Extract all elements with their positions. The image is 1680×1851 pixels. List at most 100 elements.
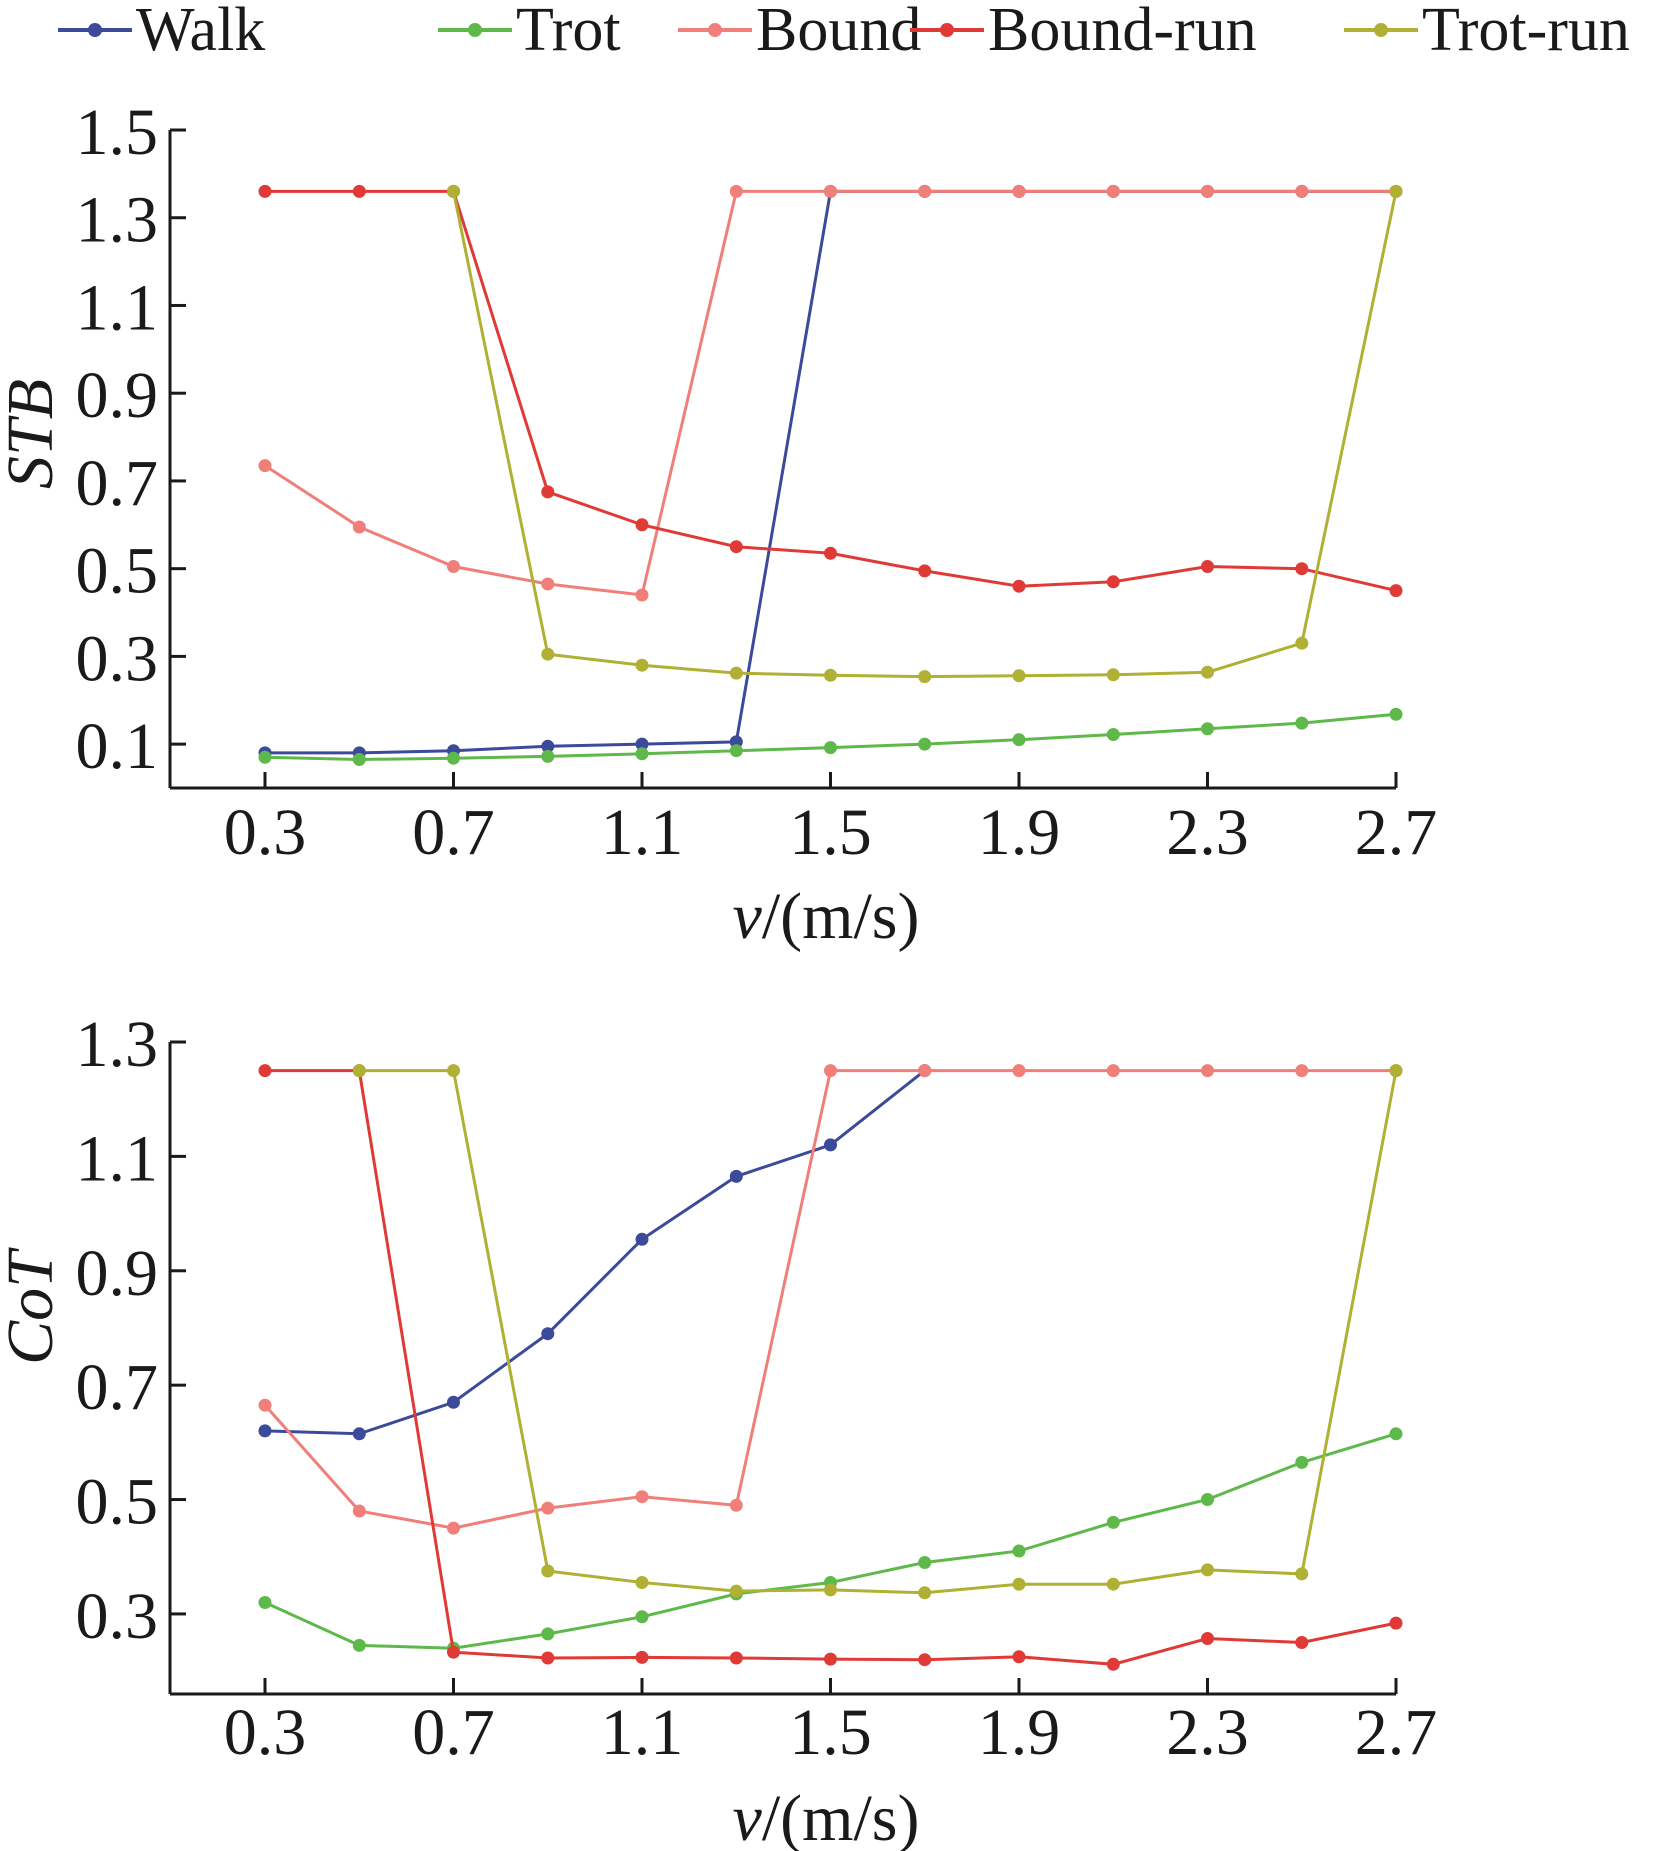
cot-point-trot (918, 1556, 932, 1569)
cot-point-bound-run (729, 1651, 743, 1665)
stb-point-trot (918, 737, 932, 751)
legend-label: Bound (756, 0, 921, 64)
cot-series-bound-run (258, 1064, 1403, 1671)
legend-swatch-marker (88, 23, 102, 37)
stb-point-trot (635, 747, 649, 761)
stb-point-trot (824, 741, 837, 755)
cot-point-trot (258, 1596, 272, 1609)
stb-point-bound-run (1106, 575, 1120, 589)
cot-x-tick-label: 1.1 (601, 1696, 684, 1769)
cot-point-bound-run (918, 1653, 932, 1667)
cot-y-axis-title: CoT (0, 1247, 67, 1365)
cot-point-bound-run (635, 1650, 649, 1664)
stb-x-tick-label: 0.3 (224, 796, 307, 869)
cot-axes: 0.3 0.5 0.7 0.9 1.1 1.3 0.3 0.7 1.1 1.5 1.9 2.3 2.7 (76, 1008, 1438, 1769)
stb-point-bound-run (258, 184, 272, 198)
stb-line-walk (265, 189, 1396, 755)
stb-panel: 0.1 0.3 0.5 0.7 0.9 1.1 1.3 1.5 0.3 0.7 1.1 1.5 1.9 2… (0, 96, 1437, 953)
cot-point-trot (1201, 1493, 1214, 1506)
cot-x-tick-label: 0.7 (412, 1696, 495, 1769)
stb-y-tick-label: 1.5 (76, 96, 159, 169)
stb-point-trot-run (541, 647, 555, 661)
legend-item-trot: Trot (438, 0, 621, 64)
stb-point-trot-run (447, 184, 460, 198)
stb-point-trot (1389, 707, 1403, 721)
cot-point-trot-run (541, 1564, 555, 1578)
stb-point-bound (352, 520, 366, 534)
cot-point-trot (1012, 1544, 1026, 1558)
stb-point-trot-run (1106, 668, 1120, 682)
cot-point-bound (541, 1501, 555, 1515)
cot-y-tick-label: 0.7 (76, 1351, 159, 1424)
stb-y-tick-label: 1.1 (76, 271, 159, 344)
stb-point-trot (258, 750, 272, 764)
cot-point-trot (541, 1627, 555, 1641)
cot-point-trot-run (729, 1584, 743, 1598)
stb-point-bound-run (541, 485, 555, 499)
stb-line-bound-run (265, 189, 1397, 593)
legend-item-bound: Bound (678, 0, 921, 64)
cot-point-bound-run (1106, 1657, 1120, 1671)
stb-series-bound (258, 184, 1403, 602)
legend-swatch-marker (1374, 23, 1388, 37)
legend-label: Bound-run (988, 0, 1257, 64)
cot-series-bound (258, 1064, 1403, 1535)
cot-point-walk (258, 1424, 272, 1438)
cot-y-tick-label: 1.1 (76, 1122, 159, 1195)
cot-point-walk (447, 1395, 460, 1409)
cot-point-trot-run (1201, 1563, 1214, 1577)
stb-point-trot-run (635, 658, 649, 672)
cot-point-bound-run (258, 1064, 272, 1078)
cot-point-bound-run (1295, 1636, 1309, 1649)
stb-point-bound-run (1389, 584, 1403, 598)
cot-x-tick-label: 0.3 (224, 1696, 307, 1769)
stb-point-bound (1106, 184, 1120, 198)
cot-y-tick-label: 1.3 (76, 1008, 159, 1081)
stb-point-trot (352, 753, 366, 766)
cot-series-trot-run (352, 1064, 1403, 1600)
stb-series-trot-run (447, 184, 1403, 684)
stb-y-tick-label: 0.3 (76, 622, 159, 695)
cot-point-trot (635, 1610, 649, 1624)
stb-y-tick-label: 0.9 (76, 359, 159, 432)
stb-series-trot (258, 707, 1403, 766)
stb-y-tick-label: 0.7 (76, 447, 159, 520)
cot-point-walk (729, 1169, 743, 1183)
legend-item-bound-run: Bound-run (910, 0, 1257, 64)
stb-point-trot (1201, 722, 1214, 736)
cot-point-trot-run (635, 1576, 649, 1589)
stb-x-tick-label: 1.5 (789, 796, 872, 869)
stb-point-walk (635, 737, 649, 751)
legend: Walk Trot Bound Bound-run Trot-run (58, 0, 1630, 64)
legend-label: Trot-run (1422, 0, 1630, 64)
stb-y-axis-title: STB (0, 379, 67, 489)
cot-point-trot (1389, 1427, 1403, 1441)
stb-point-trot (1012, 733, 1026, 747)
stb-point-bound-run (1295, 562, 1309, 576)
legend-swatch-marker (940, 23, 954, 37)
cot-panel: 0.30.50.70.91.11.30.3 0.7 1.1 1.5 1.9 2.3 2.7 … (0, 1008, 1437, 1851)
stb-x-tick-label: 0.7 (412, 796, 495, 869)
cot-point-bound (447, 1521, 460, 1535)
cot-x-tick-label: 1.9 (978, 1696, 1061, 1769)
cot-line-bound-run (265, 1069, 1397, 1666)
legend-swatch-marker (708, 23, 722, 37)
cot-point-bound-run (541, 1651, 555, 1665)
stb-point-trot-run (729, 666, 743, 680)
cot-point-bound-run (1012, 1650, 1026, 1664)
cot-point-bound-run (824, 1652, 837, 1666)
legend-swatch-marker (468, 23, 482, 37)
stb-series-bound-run (258, 184, 1403, 598)
cot-point-trot-run (1295, 1567, 1309, 1581)
cot-point-bound (824, 1064, 837, 1078)
cot-point-bound-run (447, 1645, 460, 1659)
cot-point-bound (1201, 1064, 1214, 1078)
cot-point-bound (352, 1504, 366, 1518)
cot-point-trot-run (352, 1064, 366, 1078)
cot-series-lines (258, 1064, 1403, 1671)
legend-item-trot-run: Trot-run (1344, 0, 1630, 64)
cot-point-bound (1295, 1064, 1309, 1078)
stb-point-walk (541, 739, 555, 753)
cot-point-bound-run (1201, 1632, 1214, 1645)
stb-y-tick-label: 0.5 (76, 535, 159, 608)
